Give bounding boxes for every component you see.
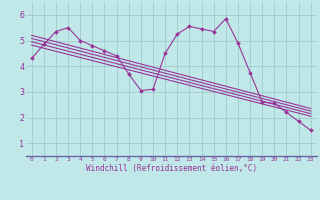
X-axis label: Windchill (Refroidissement éolien,°C): Windchill (Refroidissement éolien,°C) xyxy=(86,164,257,173)
